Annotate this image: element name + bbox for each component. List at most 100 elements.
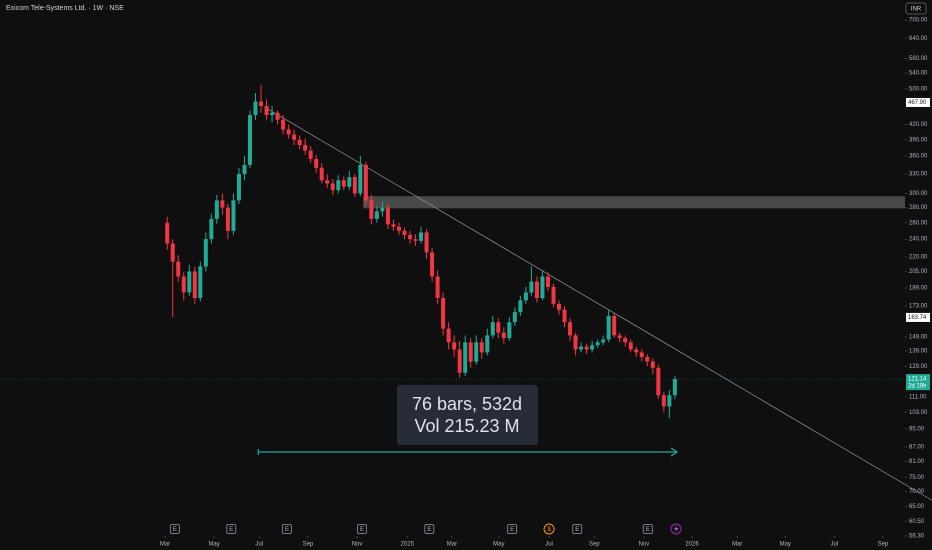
split-bolt: [674, 525, 679, 533]
candle-body: [573, 335, 578, 350]
candle-body: [374, 211, 379, 219]
candle-body: [292, 134, 297, 140]
candle-body: [446, 328, 451, 343]
earnings-icon: [226, 524, 237, 534]
candle-body: [165, 222, 170, 244]
candle-body: [617, 335, 622, 339]
earnings-icon: [507, 524, 518, 534]
candle-body: [540, 276, 545, 299]
y-tick-label: 189.00: [909, 286, 928, 292]
candle-body: [347, 177, 352, 187]
candle-body: [645, 356, 650, 362]
candle-body: [512, 312, 517, 323]
candle-body: [336, 180, 341, 191]
x-tick-label: Sep: [878, 542, 889, 548]
split-icon[interactable]: [670, 523, 682, 535]
x-tick-label: May: [780, 542, 791, 548]
measure-bars: 76 bars, 532d: [412, 394, 522, 414]
candle-body: [557, 303, 562, 310]
candle-body: [568, 322, 573, 336]
event-label: E: [360, 527, 364, 533]
candle-body: [485, 335, 490, 353]
event-marker[interactable]: E: [169, 524, 180, 534]
candle-body: [358, 164, 363, 194]
currency[interactable]: INR: [911, 7, 922, 13]
candle-body: [253, 101, 258, 116]
event-label: E: [173, 527, 177, 533]
y-tick-label: 75.00: [909, 475, 925, 481]
event-marker[interactable]: E: [642, 524, 653, 534]
x-tick-label: May: [208, 542, 219, 548]
candle-body: [601, 339, 606, 343]
candle-body: [501, 332, 506, 339]
candle-body: [590, 345, 595, 350]
y-tick-label: 103.00: [909, 410, 928, 416]
candle-body: [264, 105, 269, 116]
candle-body: [363, 164, 368, 201]
chart-title: Exicom Tele-Systems Ltd. · 1W · NSE: [6, 5, 124, 12]
resistance-zone: [363, 196, 906, 209]
candle-body: [435, 276, 440, 299]
split-marker[interactable]: [670, 523, 682, 535]
candle-body: [430, 252, 435, 277]
candle-body: [187, 271, 192, 293]
candle-body: [203, 239, 208, 267]
candle-body: [297, 139, 302, 146]
candle-body: [545, 276, 550, 287]
candle-body: [281, 119, 286, 130]
candle-body: [650, 361, 655, 368]
x-tick-label: May: [493, 542, 504, 548]
candle-body: [496, 322, 501, 333]
x-tick-label: Nov: [352, 542, 363, 548]
y-tick-label: 173.00: [909, 304, 928, 310]
event-marker[interactable]: E: [572, 524, 583, 534]
candle-body: [474, 342, 479, 362]
candle-body: [275, 112, 280, 120]
candle-body: [419, 232, 424, 241]
candle-body: [330, 183, 335, 191]
event-marker[interactable]: E: [424, 524, 435, 534]
price-marker-label: 163.74: [908, 315, 927, 321]
y-tick-label: 56.30: [909, 534, 925, 540]
event-marker[interactable]: $: [543, 523, 555, 535]
y-tick-label: 500.00: [909, 86, 928, 92]
candle-body: [534, 281, 539, 299]
y-tick-label: 240.00: [909, 237, 928, 243]
candle-body: [523, 292, 528, 301]
x-tick-label: Jul: [831, 542, 839, 548]
candle-body: [518, 300, 523, 313]
dividend-icon: [543, 523, 555, 535]
y-tick-label: 81.00: [909, 459, 925, 465]
currency-box[interactable]: [905, 2, 927, 15]
x-tick-label: Sep: [589, 542, 600, 548]
candle-body: [408, 234, 413, 240]
candle-body: [231, 200, 236, 231]
x-tick-label: Mar: [447, 542, 457, 548]
earnings-icon: [642, 524, 653, 534]
candle-body: [562, 309, 567, 323]
x-tick-label: 2025: [401, 542, 415, 548]
candle-body: [584, 346, 589, 350]
y-tick-label: 360.00: [909, 154, 928, 160]
y-tick-label: 300.00: [909, 191, 928, 197]
candle-body: [242, 164, 247, 174]
y-tick-label: 111.00: [909, 395, 927, 401]
candle-body: [225, 207, 230, 231]
earnings-icon: [169, 524, 180, 534]
event-marker[interactable]: E: [281, 524, 292, 534]
event-marker[interactable]: E: [226, 524, 237, 534]
event-marker[interactable]: E: [507, 524, 518, 534]
y-tick-label: 205.00: [909, 269, 928, 275]
event-marker[interactable]: E: [357, 524, 367, 534]
y-tick-label: 87.00: [909, 444, 925, 450]
measure-head: [670, 447, 679, 457]
y-tick-label: 640.00: [909, 36, 928, 42]
price-marker-box: [906, 312, 930, 322]
y-tick-label: 280.00: [909, 205, 928, 211]
x-tick-label: Jul: [545, 542, 553, 548]
y-tick-label: 540.00: [909, 71, 928, 77]
y-tick-label: 700.00: [909, 18, 928, 24]
candle-body: [441, 298, 446, 329]
earnings-icon: [424, 524, 435, 534]
